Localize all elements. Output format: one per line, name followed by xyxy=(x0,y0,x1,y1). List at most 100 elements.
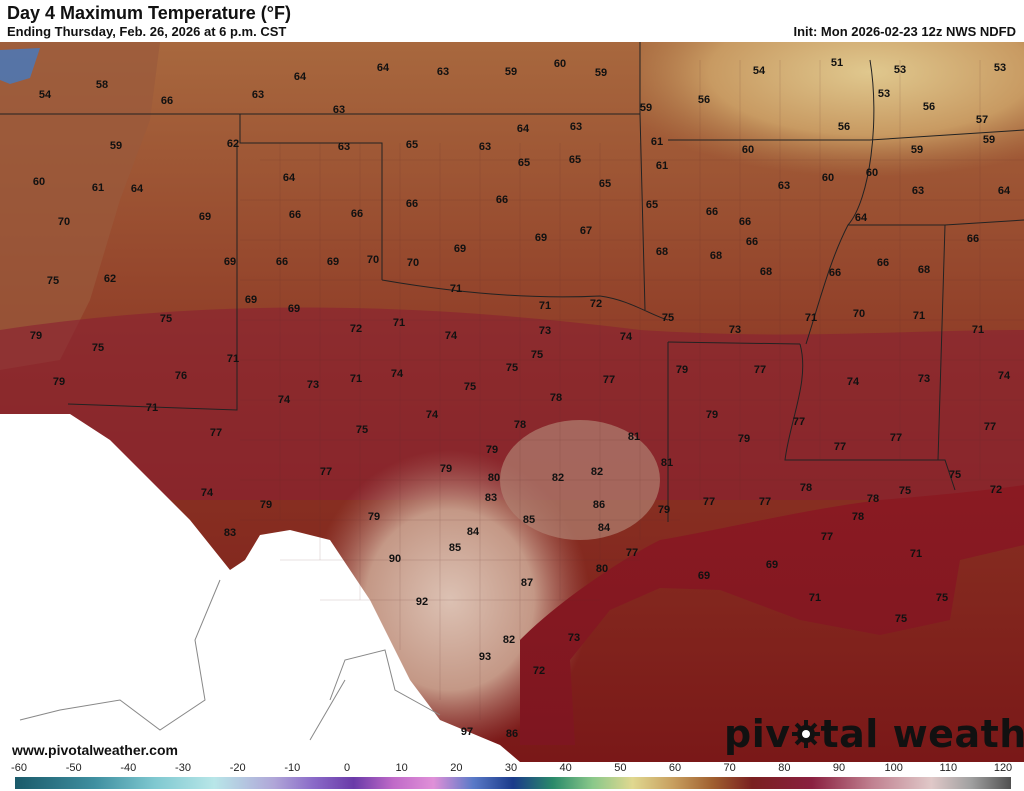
temperature-map: 54 58 66 63 64 64 63 59 60 59 54 51 53 53 63 59 56 53 56 57… xyxy=(0,42,1024,762)
temperature-label: 60 xyxy=(554,58,566,70)
colorbar-tick: -30 xyxy=(175,762,191,774)
temperature-label: 62 xyxy=(104,273,116,285)
temperature-label: 87 xyxy=(521,577,533,589)
colorbar-tick: 60 xyxy=(668,762,682,774)
temperature-label: 65 xyxy=(406,139,418,151)
temperature-label: 66 xyxy=(877,257,889,269)
temperature-label: 74 xyxy=(278,394,291,406)
temperature-label: 75 xyxy=(531,349,543,361)
temperature-label: 66 xyxy=(289,209,301,221)
temperature-label: 63 xyxy=(570,121,582,133)
temperature-label: 76 xyxy=(175,370,187,382)
map-hot-central-texas xyxy=(500,420,660,540)
colorbar-tick: 110 xyxy=(939,762,958,774)
temperature-label: 71 xyxy=(350,373,362,385)
temperature-label: 72 xyxy=(533,665,545,677)
temperature-label: 78 xyxy=(550,392,562,404)
temperature-label: 72 xyxy=(350,323,362,335)
temperature-label: 67 xyxy=(580,225,592,237)
temperature-label: 74 xyxy=(426,409,439,421)
map-warm-band xyxy=(0,307,1024,500)
temperature-label: 75 xyxy=(895,613,907,625)
colorbar-ticks: -60 -50 -40 -30 -20 -10 0 10 20 30 40 50 60 70 80 90 100… xyxy=(0,762,1024,776)
temperature-label: 73 xyxy=(568,632,580,644)
temperature-label: 77 xyxy=(890,432,902,444)
temperature-label: 77 xyxy=(834,441,846,453)
temperature-label: 65 xyxy=(518,157,530,169)
temperature-label: 74 xyxy=(445,330,458,342)
temperature-label: 64 xyxy=(294,71,307,83)
temperature-label: 78 xyxy=(867,493,879,505)
temperature-label: 59 xyxy=(640,102,652,114)
map-mountains-nw xyxy=(0,42,160,370)
temperature-label: 69 xyxy=(327,256,339,268)
state-borders xyxy=(0,42,1024,522)
temperature-label: 66 xyxy=(967,233,979,245)
temperature-label: 80 xyxy=(488,472,500,484)
temperature-label: 82 xyxy=(503,634,515,646)
logo-text-suffix: tal weather xyxy=(820,712,1024,756)
temperature-label: 71 xyxy=(972,324,984,336)
temperature-label: 65 xyxy=(599,178,611,190)
temperature-label: 69 xyxy=(698,570,710,582)
temperature-label: 53 xyxy=(994,62,1006,74)
temperature-label: 85 xyxy=(523,514,535,526)
temperature-label: 57 xyxy=(976,114,988,126)
logo-text-prefix: piv xyxy=(724,712,791,756)
temperature-label: 56 xyxy=(698,94,710,106)
temperature-label: 82 xyxy=(552,472,564,484)
temperature-label: 63 xyxy=(252,89,264,101)
temperature-label: 75 xyxy=(160,313,172,325)
colorbar-tick: 40 xyxy=(559,762,572,774)
temperature-label: 62 xyxy=(227,138,239,150)
temperature-label: 75 xyxy=(92,342,104,354)
colorbar-tick: 100 xyxy=(884,762,903,774)
temperature-label: 68 xyxy=(918,264,930,276)
temperature-label: 71 xyxy=(805,312,817,324)
temperature-label: 64 xyxy=(998,185,1011,197)
temperature-label: 85 xyxy=(449,542,461,554)
temperature-label: 59 xyxy=(983,134,995,146)
temperature-label: 75 xyxy=(506,362,518,374)
temperature-label: 77 xyxy=(754,364,766,376)
temperature-label: 77 xyxy=(320,466,332,478)
temperature-label: 68 xyxy=(760,266,772,278)
temperature-label: 70 xyxy=(367,254,379,266)
map-snow-peaks xyxy=(0,48,40,84)
temperature-label: 61 xyxy=(651,136,663,148)
temperature-label: 77 xyxy=(759,496,771,508)
temperature-label: 83 xyxy=(485,492,497,504)
temperature-label: 60 xyxy=(742,144,754,156)
temperature-label: 71 xyxy=(539,300,551,312)
temperature-label: 66 xyxy=(161,95,173,107)
temperature-label: 66 xyxy=(746,236,758,248)
temperature-label: 64 xyxy=(517,123,530,135)
temperature-label: 79 xyxy=(440,463,452,475)
temperature-label: 79 xyxy=(706,409,718,421)
temperature-label: 74 xyxy=(998,370,1011,382)
temperature-label: 71 xyxy=(227,353,239,365)
temperature-label: 73 xyxy=(729,324,741,336)
temperature-label: 77 xyxy=(603,374,615,386)
temperature-label: 74 xyxy=(201,487,214,499)
colorbar-tick: 80 xyxy=(778,762,791,774)
temperature-label: 82 xyxy=(591,466,603,478)
temperature-label: 65 xyxy=(569,154,581,166)
temperature-label: 63 xyxy=(912,185,924,197)
temperature-label: 66 xyxy=(276,256,288,268)
temperature-label: 56 xyxy=(838,121,850,133)
temperature-label: 70 xyxy=(407,257,419,269)
temperature-label: 53 xyxy=(878,88,890,100)
temperature-label: 81 xyxy=(628,431,640,443)
temperature-label: 63 xyxy=(333,104,345,116)
temperature-label: 77 xyxy=(626,547,638,559)
colorbar-tick: -40 xyxy=(120,762,137,774)
temperature-label: 75 xyxy=(936,592,948,604)
temperature-label: 71 xyxy=(910,548,922,560)
temperature-label: 78 xyxy=(852,511,864,523)
temperature-label: 60 xyxy=(866,167,878,179)
temperature-label: 90 xyxy=(389,553,401,565)
temperature-label: 69 xyxy=(535,232,547,244)
colorbar-tick: 20 xyxy=(450,762,463,774)
temperature-label: 84 xyxy=(467,526,480,538)
